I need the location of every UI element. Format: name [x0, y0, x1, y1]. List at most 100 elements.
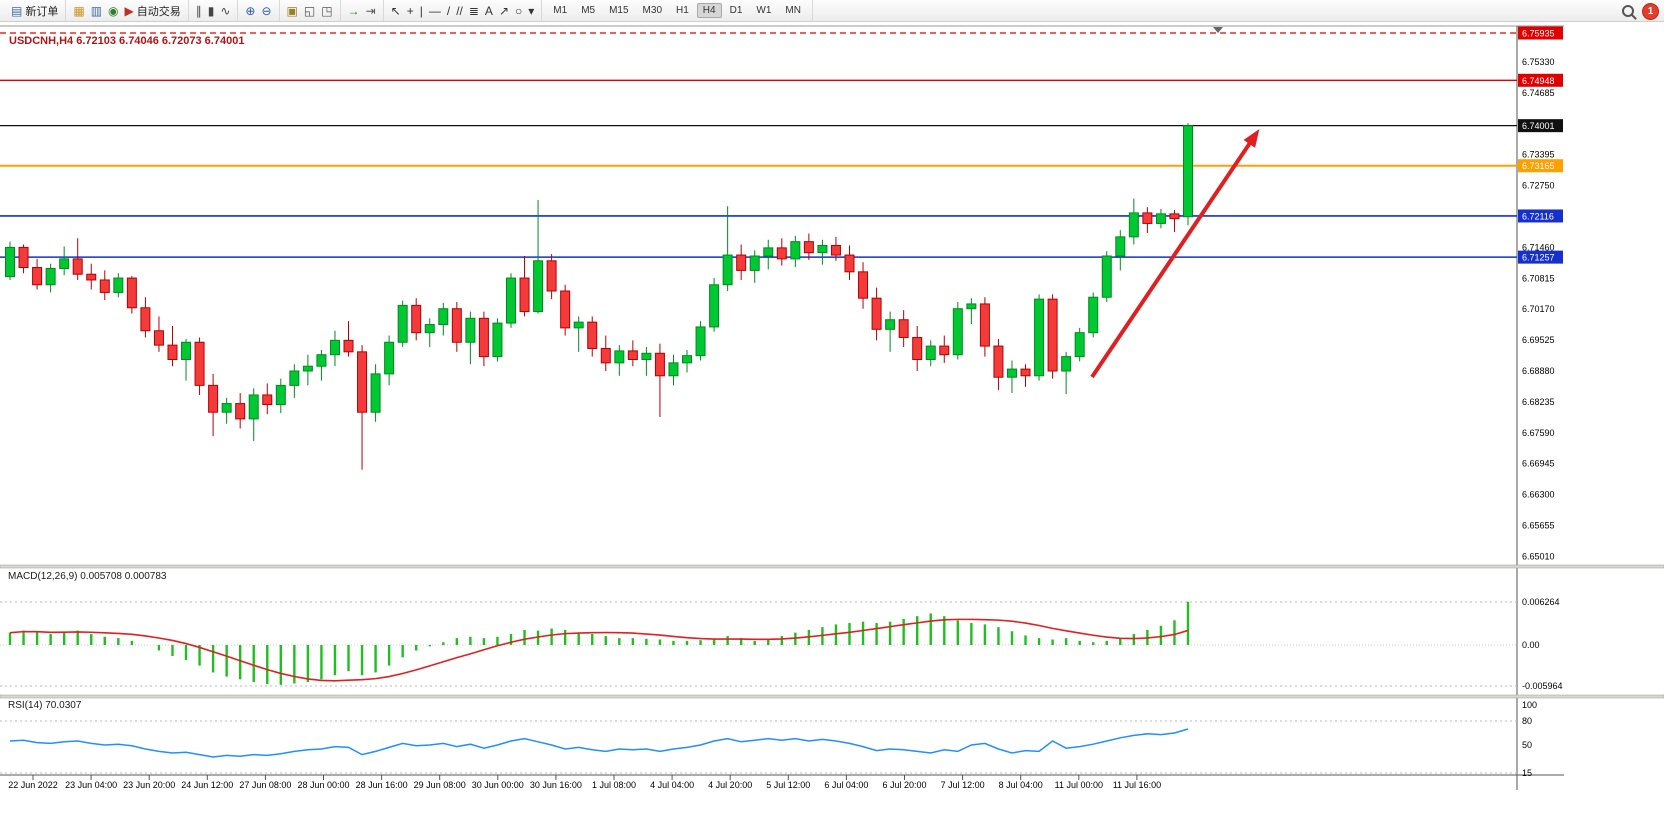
- candle-body: [722, 254, 733, 286]
- candle-body: [1006, 368, 1017, 378]
- candle-body: [817, 244, 828, 254]
- svg-text:6.72750: 6.72750: [1522, 181, 1555, 191]
- candle-body: [749, 255, 760, 271]
- candle-body: [478, 317, 489, 358]
- zoom-out-icon[interactable]: ⊖: [259, 4, 273, 18]
- toolbar: ▤ 新订单 ▦ ▥ ◉ ▶ 自动交易 ∥ ▮ ∿ ⊕ ⊖ ▣ ◱ ◳ → ⇥ ↖ + | — ///≣ A ↗ ○ ▾ M1 M5 M1…: [0, 0, 1664, 22]
- price-tag: 6.74001: [1518, 119, 1563, 133]
- rsi-axis-label: 80: [1522, 716, 1532, 726]
- channel-icon: //: [456, 3, 463, 18]
- candle-body: [627, 350, 638, 361]
- candle-body: [370, 373, 381, 413]
- timeframe-d1[interactable]: D1: [729, 5, 743, 16]
- text-label-icon[interactable]: A: [483, 4, 495, 18]
- crosshair-icon[interactable]: +: [405, 4, 416, 18]
- candle-body: [979, 303, 990, 347]
- price-tag: 6.75935: [1518, 26, 1563, 40]
- new-chart-icon[interactable]: ◱: [302, 4, 317, 18]
- timeframe-m1[interactable]: M1: [553, 5, 568, 16]
- objects-dropdown-icon[interactable]: ▾: [526, 4, 536, 18]
- bar-chart-icon[interactable]: ∥: [194, 4, 204, 18]
- svg-text:6.75330: 6.75330: [1522, 57, 1555, 67]
- candle-body: [208, 384, 219, 413]
- time-label: 23 Jun 20:00: [123, 780, 175, 790]
- trendline-icon[interactable]: /: [445, 4, 452, 18]
- charts-icon[interactable]: ▦: [71, 4, 86, 18]
- time-label: 6 Jul 20:00: [882, 780, 926, 790]
- chart-shift-marker[interactable]: [1213, 27, 1223, 33]
- fibonacci-icon[interactable]: ≣: [467, 4, 481, 18]
- panel-divider-macd[interactable]: [0, 564, 1664, 569]
- panel-divider-rsi[interactable]: [0, 694, 1664, 699]
- timeframe-mn[interactable]: MN: [785, 5, 801, 16]
- time-label: 5 Jul 12:00: [766, 780, 810, 790]
- alerts-icon[interactable]: ◉: [106, 4, 120, 18]
- timeframe-m30[interactable]: M30: [642, 5, 662, 16]
- svg-text:6.74948: 6.74948: [1522, 76, 1555, 86]
- price-tag: 6.72116: [1518, 209, 1563, 223]
- rsi-axis-label: 100: [1522, 700, 1537, 710]
- timeframe-m15[interactable]: M15: [609, 5, 629, 16]
- macd-signal-line: [9, 618, 1189, 682]
- candle-body: [59, 258, 70, 269]
- svg-text:6.66945: 6.66945: [1522, 459, 1555, 469]
- horizontal-line-icon[interactable]: —: [427, 4, 443, 18]
- autotrade-button-label: 自动交易: [136, 5, 181, 18]
- zoom-in-icon: ⊕: [245, 3, 256, 18]
- svg-text:6.65010: 6.65010: [1522, 551, 1555, 561]
- vertical-line-icon[interactable]: |: [418, 4, 425, 18]
- candle-body: [844, 254, 855, 273]
- channel-icon[interactable]: //: [454, 4, 465, 18]
- timeframe-h1[interactable]: H1: [676, 5, 689, 16]
- auto-scroll-icon[interactable]: →: [346, 4, 362, 18]
- autotrade-button[interactable]: ▶ 自动交易: [123, 2, 183, 20]
- zoom-in-icon[interactable]: ⊕: [243, 4, 257, 18]
- chart-shift-icon[interactable]: ⇥: [364, 4, 378, 18]
- price-tag: 6.73165: [1518, 159, 1563, 173]
- line-chart-icon[interactable]: ∿: [218, 4, 232, 18]
- candle-body: [641, 352, 652, 361]
- toolbar-group: ⊕ ⊖: [238, 0, 280, 21]
- cursor-icon[interactable]: ↖: [389, 4, 403, 18]
- time-axis[interactable]: 22 Jun 2022 23 Jun 04:00 23 Jun 20:00 24 Ju…: [8, 775, 1161, 790]
- window-list-icon[interactable]: ◳: [319, 4, 334, 18]
- profiles-icon[interactable]: ▥: [89, 4, 104, 18]
- svg-text:6.73165: 6.73165: [1522, 161, 1555, 171]
- tile-windows-icon[interactable]: ▣: [285, 4, 300, 18]
- candle-body: [682, 355, 693, 364]
- objects-dropdown-icon: ▾: [528, 3, 535, 18]
- candle-body: [790, 241, 801, 260]
- shapes-icon: ○: [515, 3, 523, 18]
- time-label: 24 Jun 12:00: [181, 780, 233, 790]
- text-label-icon: A: [484, 3, 493, 18]
- candle-body: [830, 244, 841, 256]
- timeframe-h4[interactable]: H4: [696, 3, 722, 18]
- shapes-icon[interactable]: ○: [513, 4, 524, 18]
- timeframe-m5[interactable]: M5: [581, 5, 596, 16]
- bar-chart-icon: ∥: [195, 3, 202, 18]
- new-order-button-label: 新订单: [25, 5, 59, 18]
- svg-text:6.68235: 6.68235: [1522, 397, 1555, 407]
- tile-windows-icon: ▣: [286, 3, 298, 18]
- trend-arrow[interactable]: [1090, 129, 1260, 379]
- candle-body: [126, 277, 137, 309]
- candle-body: [519, 277, 530, 313]
- new-chart-icon: ◱: [303, 3, 316, 18]
- notification-badge[interactable]: 1: [1642, 3, 1659, 20]
- rsi-line: [9, 728, 1189, 758]
- candlestick-chart-icon[interactable]: ▮: [206, 4, 217, 18]
- new-order-button[interactable]: ▤ 新订单: [9, 2, 60, 20]
- charts-icon: ▦: [73, 3, 85, 18]
- toolbar-group: M1 M5 M15 M30 H1 H4 D1 W1 MN: [542, 0, 813, 21]
- toolbar-group: ▣ ◱ ◳: [280, 0, 341, 21]
- arrows-tool-icon[interactable]: ↗: [497, 4, 511, 18]
- time-label: 1 Jul 08:00: [592, 780, 636, 790]
- svg-text:6.73395: 6.73395: [1522, 150, 1555, 160]
- candle-body: [1128, 212, 1139, 238]
- price-axis[interactable]: 6.753306.746856.740406.733956.727506.721…: [1522, 57, 1555, 561]
- search-icon[interactable]: [1622, 4, 1634, 17]
- cursor-icon: ↖: [390, 3, 401, 18]
- rsi-axis-label: 15: [1522, 768, 1532, 778]
- timeframe-w1[interactable]: W1: [756, 5, 772, 16]
